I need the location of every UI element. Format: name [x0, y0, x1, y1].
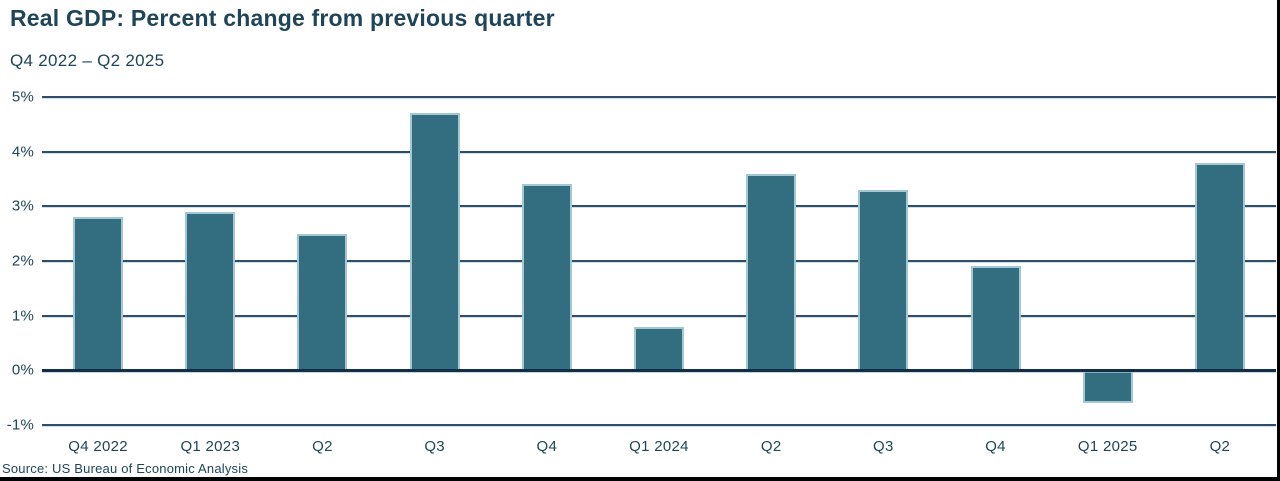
gridline [42, 150, 1276, 153]
plot-area [42, 96, 1276, 426]
y-axis-label: 4% [11, 143, 34, 161]
bar [746, 173, 797, 371]
bar [1194, 162, 1245, 371]
bar [185, 211, 236, 371]
x-axis-label: Q4 2022 [68, 438, 128, 455]
zero-axis-line [42, 369, 1276, 373]
bar [634, 326, 684, 371]
gridline [42, 260, 1276, 262]
x-axis-label: Q4 [536, 438, 558, 455]
gridline [42, 314, 1276, 317]
bar [521, 184, 572, 371]
x-axis-label: Q3 [873, 438, 894, 455]
chart-title: Real GDP: Percent change from previous q… [10, 5, 555, 31]
x-axis-label: Q2 [760, 438, 782, 455]
y-axis-label: 2% [11, 252, 34, 270]
gridline [42, 205, 1276, 208]
x-axis-label: Q2 [1209, 438, 1231, 455]
bar [73, 217, 124, 371]
x-axis-label: Q1 2025 [1077, 438, 1138, 455]
chart-subtitle: Q4 2022 – Q2 2025 [10, 51, 165, 70]
x-axis-label: Q3 [424, 438, 445, 455]
bar [858, 189, 909, 371]
bar [970, 266, 1021, 371]
y-axis-label: 5% [11, 88, 34, 106]
y-axis-label: 3% [11, 197, 34, 215]
source-note: Source: US Bureau of Economic Analysis [2, 461, 249, 476]
x-axis-label: Q1 2023 [180, 438, 241, 455]
gridline [42, 424, 1276, 426]
bar [297, 233, 348, 371]
gridline [42, 96, 1276, 98]
bar [1082, 370, 1133, 404]
bar [409, 113, 460, 371]
screenshot-right-edge [1277, 0, 1280, 481]
screenshot-bottom-edge [0, 477, 1280, 481]
y-axis-label: 1% [11, 307, 34, 325]
x-axis-label: Q2 [312, 438, 333, 455]
x-axis: Q4 2022 Q1 2023 Q2 Q3 Q4 Q1 2024 Q2 Q3 Q4 Q1 2025… [42, 436, 1276, 458]
y-axis: 5% 4% 3% 2% 1% 0% -1% [0, 89, 36, 434]
x-axis-label: Q4 [985, 438, 1006, 455]
y-axis-label: 0% [11, 361, 34, 379]
y-axis-label: -1% [6, 416, 34, 434]
x-axis-label: Q1 2024 [629, 438, 689, 455]
